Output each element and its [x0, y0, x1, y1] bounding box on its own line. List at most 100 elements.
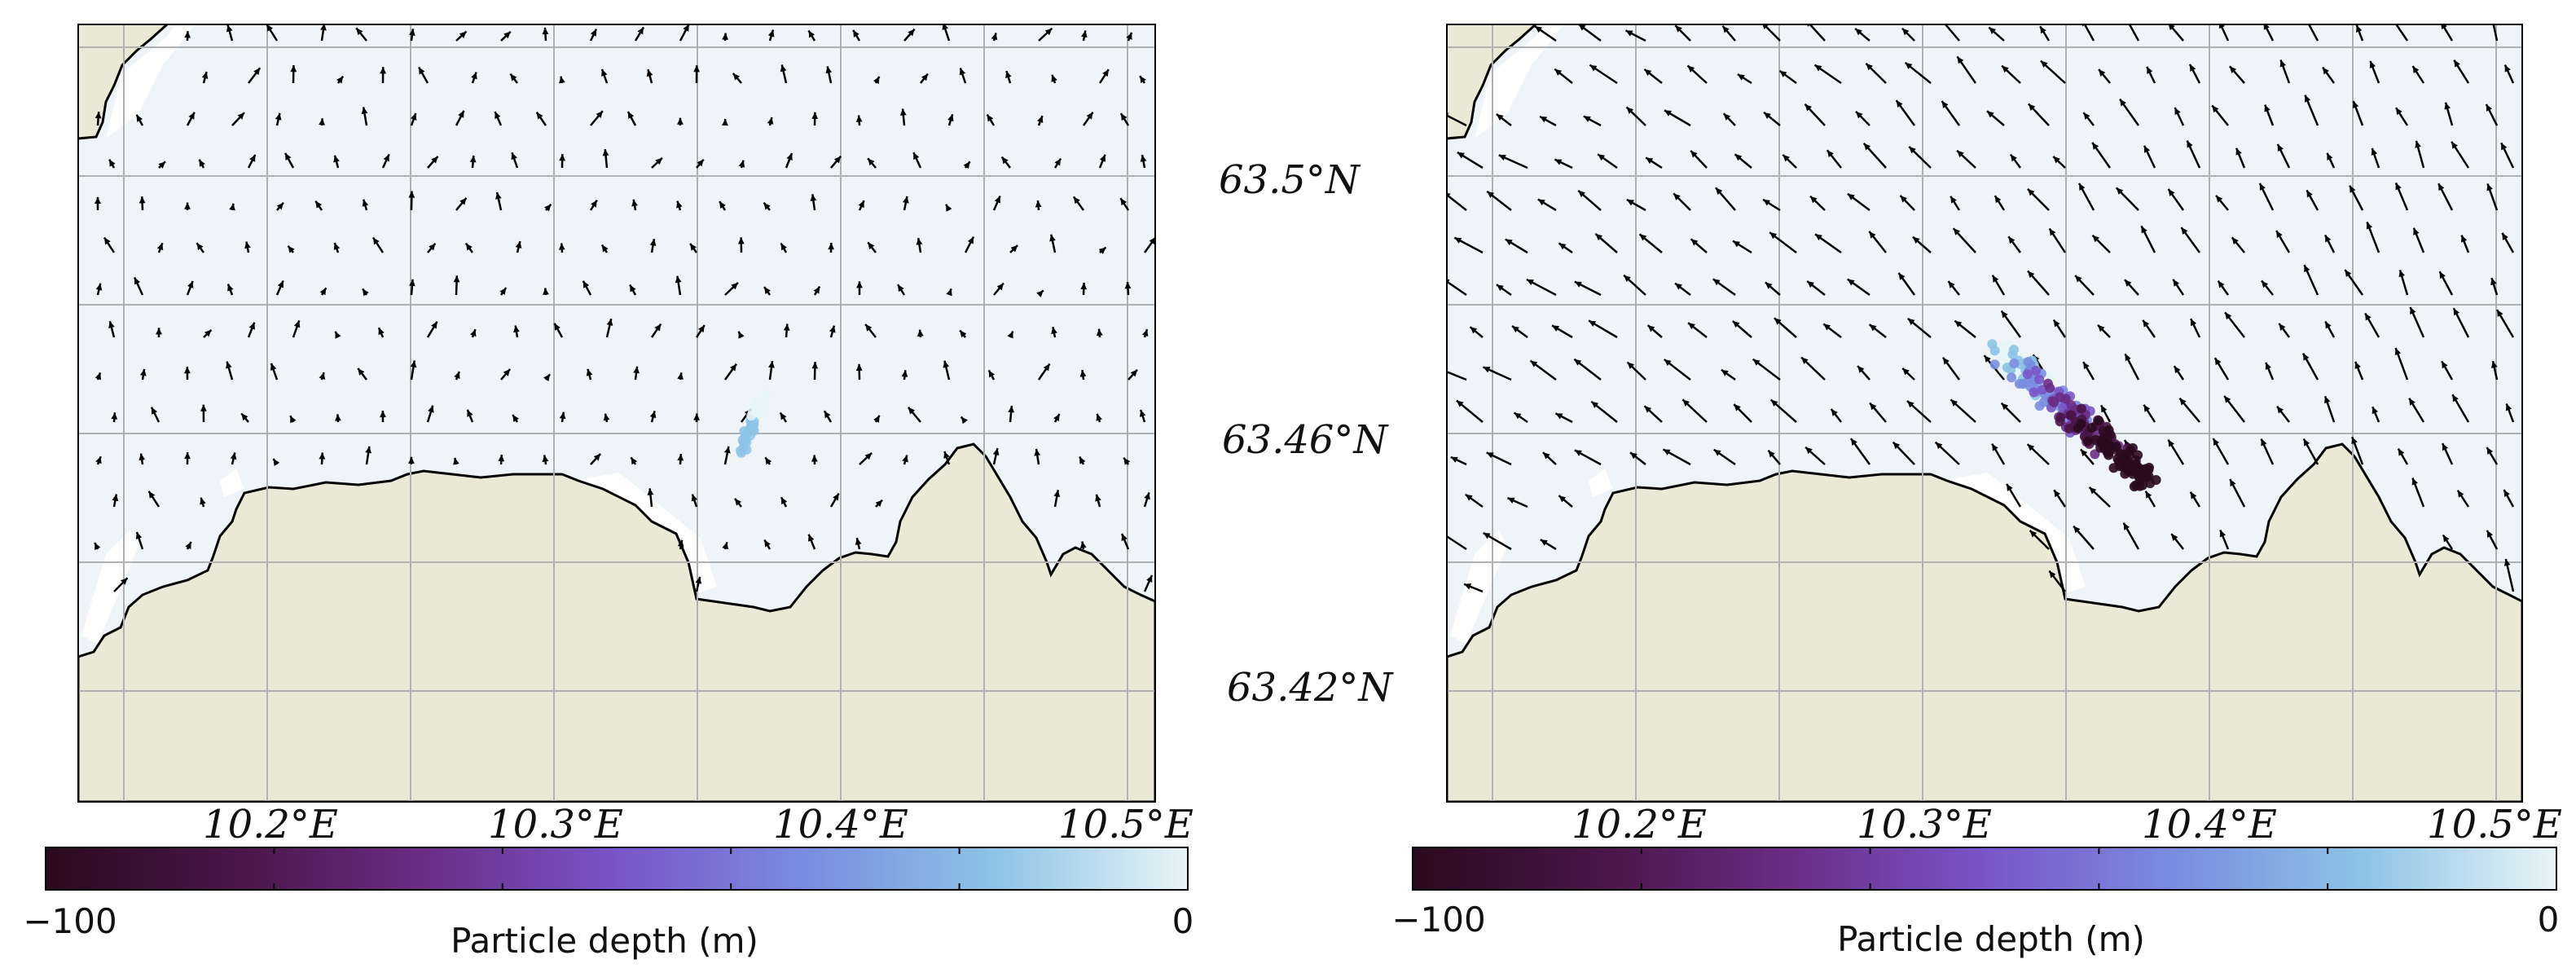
current-arrowhead [606, 319, 613, 326]
current-arrowhead [95, 196, 101, 205]
current-arrowhead [499, 288, 507, 295]
current-arrowhead [2040, 60, 2048, 68]
current-arrowhead [1994, 196, 2002, 204]
current-arrowhead [1869, 324, 1877, 332]
current-arrowhead [2120, 99, 2126, 107]
current-arrowhead [454, 372, 460, 379]
current-arrowhead [730, 363, 736, 372]
current-arrowhead [2080, 449, 2088, 457]
current-arrowhead [1870, 403, 1877, 411]
current-arrowhead [873, 77, 880, 84]
current-arrowhead [2054, 490, 2061, 498]
current-arrowhead [2231, 237, 2239, 245]
current-arrowhead [139, 368, 147, 376]
current-arrowhead [2303, 438, 2310, 447]
current-arrowhead [408, 456, 415, 464]
current-arrowhead [695, 576, 702, 584]
current-arrowhead [783, 323, 790, 331]
current-arrowhead [2029, 530, 2038, 538]
particle [2037, 385, 2047, 395]
current-arrow [1447, 279, 1467, 297]
current-arrowhead [2097, 324, 2105, 332]
current-arrowhead [1900, 196, 1907, 203]
current-arrowhead [2304, 95, 2311, 103]
current-arrowhead [1723, 113, 1731, 121]
current-arrowhead [2454, 59, 2460, 68]
current-arrowhead [647, 488, 654, 495]
current-arrowhead [1737, 74, 1745, 81]
current-arrowhead [248, 322, 255, 330]
current-arrowhead [319, 372, 326, 380]
current-arrowhead [824, 411, 831, 419]
current-arrowhead [2439, 271, 2446, 279]
current-arrowhead [627, 111, 635, 119]
current-arrowhead [1535, 26, 1543, 33]
current-arrowhead [908, 407, 916, 415]
current-arrowhead [1690, 239, 1699, 246]
current-arrowhead [270, 363, 277, 371]
current-arrowhead [1950, 196, 1957, 204]
current-arrowhead [994, 196, 1000, 204]
colorbar-left [45, 847, 1189, 891]
current-arrowhead [544, 204, 552, 212]
current-arrowhead [2442, 443, 2449, 451]
current-arrowhead [362, 199, 369, 207]
current-arrowhead [677, 539, 684, 548]
current-arrowhead [1552, 325, 1560, 332]
current-arrowhead [134, 277, 141, 285]
current-arrowhead [1823, 323, 1831, 331]
current-arrowhead [631, 199, 638, 207]
current-arrowhead [2502, 232, 2508, 240]
current-arrowhead [855, 363, 863, 371]
current-arrowhead [738, 331, 745, 339]
current-arrowhead [2225, 312, 2232, 320]
current-arrowhead [2053, 319, 2060, 328]
current-arrowhead [458, 110, 464, 118]
current-arrowhead [2369, 60, 2376, 68]
current-arrowhead [1992, 443, 1998, 451]
current-arrowhead [630, 284, 636, 293]
current-arrowhead [917, 329, 924, 337]
current-arrowhead [559, 76, 565, 84]
current-arrowhead [1869, 231, 1876, 239]
current-arrowhead [2147, 66, 2153, 74]
current-arrowhead [158, 161, 165, 169]
current-arrowhead [683, 24, 689, 32]
current-arrowhead [319, 288, 327, 296]
current-arrowhead [320, 24, 327, 31]
current-arrowhead [654, 323, 662, 332]
current-arrowhead [227, 284, 234, 292]
lon-label-10-5: 10.5°E [1058, 802, 1193, 847]
current-arrowhead [1098, 247, 1106, 254]
current-arrowhead [276, 202, 284, 210]
current-arrowhead [959, 68, 966, 76]
current-arrowhead [1905, 62, 1913, 69]
current-arrowhead [1095, 494, 1101, 502]
lon-label-10-3: 10.3°E [488, 802, 623, 847]
current-arrowhead [1732, 320, 1740, 328]
current-arrowhead [2212, 105, 2219, 113]
current-arrowhead [828, 242, 835, 250]
current-arrowhead [428, 405, 434, 413]
current-arrowhead [1080, 30, 1088, 38]
current-arrowhead [2143, 404, 2151, 412]
current-arrowhead [1512, 326, 1519, 333]
current-arrowhead [2398, 270, 2405, 278]
current-arrowhead [1120, 113, 1128, 121]
particle [2038, 397, 2049, 407]
current-arrowhead [2230, 479, 2236, 487]
current-arrowhead [649, 411, 657, 419]
current-arrowhead [2396, 108, 2402, 116]
current-arrowhead [2352, 101, 2359, 109]
current-vectors [1439, 24, 2515, 593]
particle-cloud [736, 388, 772, 458]
current-arrowhead [1439, 531, 1446, 538]
current-arrowhead [655, 157, 662, 165]
current-arrowhead [1906, 400, 1914, 408]
current-arrowhead [95, 456, 102, 464]
current-arrowhead [1096, 413, 1102, 421]
current-arrowhead [1624, 275, 1631, 283]
current-arrowhead [2279, 59, 2286, 68]
current-arrowhead [1764, 112, 1771, 119]
current-arrowhead [1558, 243, 1567, 250]
